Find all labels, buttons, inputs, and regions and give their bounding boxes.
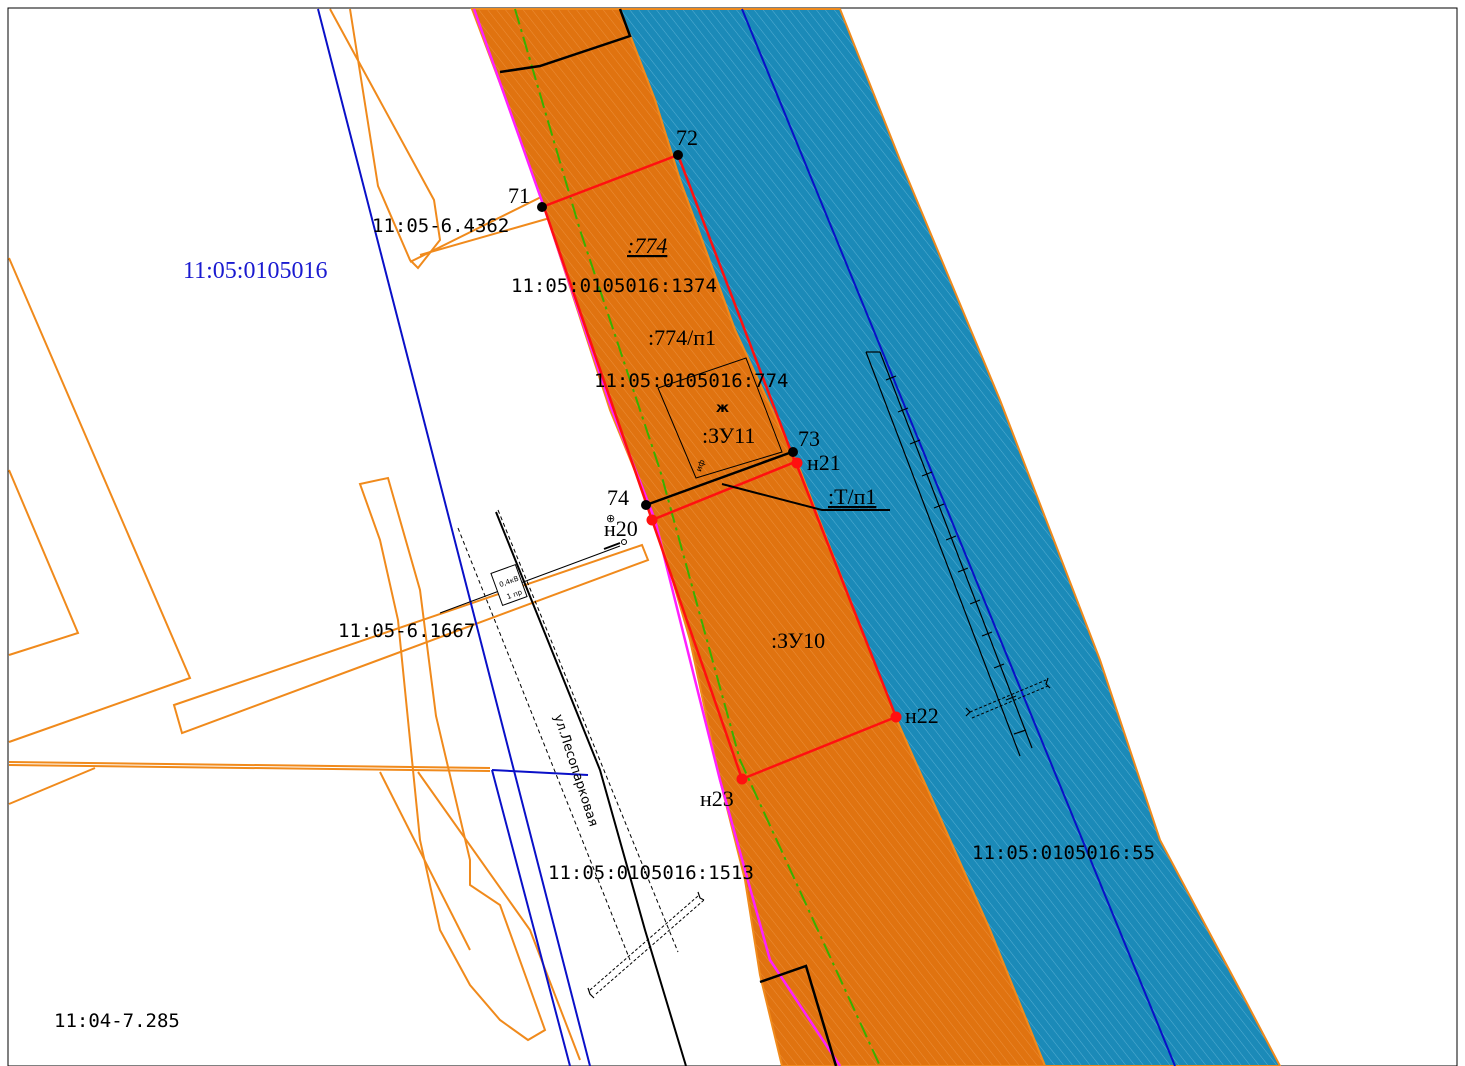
communication-crossing	[589, 679, 1049, 995]
axis-line	[514, 8, 881, 1066]
fence-line	[865, 351, 1033, 757]
survey-point-label-2: 11:05-6.1667	[338, 620, 475, 642]
quarter-number-label: 11:05:0105016	[183, 258, 327, 284]
point-71-label: 71	[508, 183, 530, 208]
street-name-label: ул.Лесопарковая	[550, 713, 600, 829]
power-line-label: 0,4кВ 1 пр	[439, 539, 627, 614]
building: ж иф	[657, 357, 783, 479]
structure-outline-bottom	[759, 964, 838, 1066]
point-74-label: 74	[607, 485, 629, 510]
leader-line	[721, 483, 890, 511]
zone-774-label: :774	[627, 233, 667, 258]
survey-mark-icon: ⊕	[606, 512, 615, 525]
crossing-ends	[587, 677, 1051, 999]
new-points	[646, 457, 902, 785]
parcel-1374-label: 11:05:0105016:1374	[511, 275, 717, 297]
zone-774-p1-label: :774/п1	[648, 325, 716, 350]
building-floor-mark: иф	[694, 458, 707, 473]
existing-points	[537, 150, 798, 510]
power-line-corridor	[457, 509, 679, 961]
zone-zu11-label: :ЗУ11	[702, 423, 755, 448]
building-mark-icon: ж	[716, 401, 729, 416]
parcel-strip	[470, 8, 1047, 1066]
point-n20-label: н20	[604, 516, 638, 541]
point-n22-label: н22	[905, 703, 939, 728]
point-n23-label: н23	[700, 786, 734, 811]
structure-outline-top	[499, 8, 632, 74]
parcel-1513-label: 11:05:0105016:1513	[548, 862, 754, 884]
zone-t-p1-label: :Т/п1	[828, 484, 876, 509]
servitude-line	[645, 450, 793, 507]
point-n21-label: н21	[807, 450, 841, 475]
street-centerline	[495, 511, 687, 1066]
parcel-774-label: 11:05:0105016:774	[594, 370, 788, 392]
survey-point-label-3: 11:04-7.285	[54, 1010, 180, 1032]
zone-zu10-label: :ЗУ10	[771, 628, 825, 653]
parcel-55-label: 11:05:0105016:55	[972, 842, 1155, 864]
quarter-boundary	[317, 8, 1176, 1066]
point-72-label: 72	[676, 125, 698, 150]
survey-point-label-1: 11:05-6.4362	[372, 215, 509, 237]
point-73-label: 73	[798, 426, 820, 451]
